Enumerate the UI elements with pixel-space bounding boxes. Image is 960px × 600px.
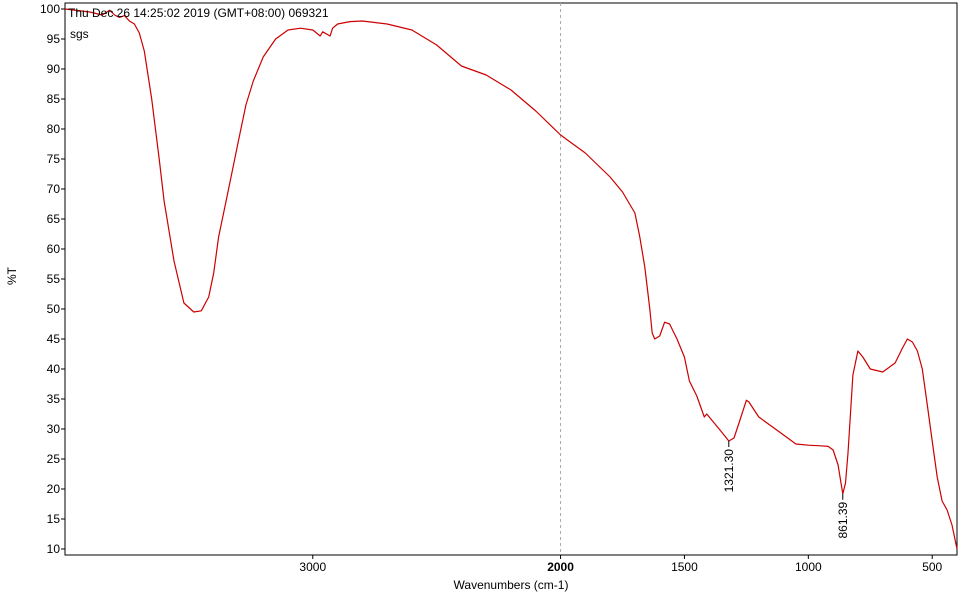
peak-annotations: 1321.30 861.39 xyxy=(722,441,850,539)
x-axis-title: Wavenumbers (cm-1) xyxy=(454,578,569,592)
x-tick-label: 3000 xyxy=(299,560,326,574)
y-tick-label: 90 xyxy=(47,62,61,76)
header-timestamp: Thu Dec 26 14:25:02 2019 (GMT+08:00) 069… xyxy=(68,6,329,20)
y-tick-label: 80 xyxy=(47,122,61,136)
x-tick-label: 1500 xyxy=(671,560,698,574)
peak-label: 861.39 xyxy=(836,501,850,538)
y-tick-label: 100 xyxy=(40,2,60,16)
header-sample-name: sgs xyxy=(70,27,89,41)
spectrum-line xyxy=(64,8,958,550)
y-tick-label: 75 xyxy=(47,152,61,166)
x-tick-label: 2000 xyxy=(547,560,574,574)
plot-frame xyxy=(64,2,958,556)
y-tick-label: 55 xyxy=(47,272,61,286)
y-axis-title: %T xyxy=(5,266,19,285)
y-tick-label: 20 xyxy=(47,482,61,496)
peak-label: 1321.30 xyxy=(722,449,736,493)
ticks: 10 15 20 25 30 35 40 45 50 55 60 65 70 75 80 85 90 95 100 3… xyxy=(40,2,943,574)
y-tick-label: 70 xyxy=(47,182,61,196)
y-tick-label: 65 xyxy=(47,212,61,226)
y-tick-label: 25 xyxy=(47,452,61,466)
y-tick-label: 30 xyxy=(47,422,61,436)
x-tick-label: 1000 xyxy=(795,560,822,574)
y-tick-label: 15 xyxy=(47,512,61,526)
y-tick-label: 95 xyxy=(47,32,61,46)
y-tick-label: 40 xyxy=(47,362,61,376)
y-tick-label: 50 xyxy=(47,302,61,316)
series-group xyxy=(64,8,958,550)
axes xyxy=(64,2,958,556)
y-tick-label: 85 xyxy=(47,92,61,106)
y-tick-label: 60 xyxy=(47,242,61,256)
y-tick-label: 35 xyxy=(47,392,61,406)
x-tick-label: 500 xyxy=(922,560,942,574)
y-tick-label: 45 xyxy=(47,332,61,346)
y-tick-label: 10 xyxy=(47,542,61,556)
